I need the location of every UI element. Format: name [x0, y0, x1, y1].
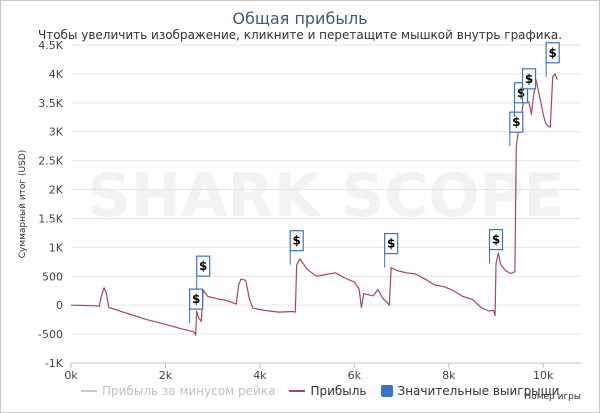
profit-series-line — [70, 73, 558, 336]
y-tick-label: 4K — [49, 68, 64, 81]
big-win-label: $ — [512, 115, 520, 129]
y-tick-label: 500 — [42, 270, 63, 283]
big-win-label: $ — [492, 233, 500, 247]
big-win-label: $ — [525, 72, 533, 86]
legend-item-profit[interactable]: Прибыль — [289, 384, 367, 398]
big-win-marker: $ — [521, 68, 537, 103]
y-tick-label: 2K — [49, 184, 64, 197]
legend-item-big-wins[interactable]: Значительные выигрыши — [380, 384, 560, 398]
x-tick-label: 2k — [159, 369, 173, 382]
x-tick-label: 10k — [533, 369, 554, 382]
y-axis-label: Суммарный итог (USD) — [18, 150, 28, 259]
chart-title: Общая прибыль — [232, 9, 368, 28]
big-win-flag — [509, 111, 524, 133]
big-win-flag — [521, 68, 537, 90]
y-tick-label: 2.5K — [38, 155, 63, 168]
big-win-marker: $ — [196, 255, 211, 291]
legend-line-icon — [289, 390, 306, 392]
legend-line-icon — [81, 390, 97, 392]
x-tick-label: 4k — [253, 369, 267, 382]
big-win-marker: $ — [509, 111, 524, 147]
big-win-label: $ — [192, 292, 200, 306]
x-axis-label: Номер игры — [524, 392, 581, 402]
y-tick-label: 3.5K — [38, 97, 63, 110]
big-win-marker: $ — [189, 288, 204, 324]
big-win-label: $ — [548, 46, 556, 60]
x-tick-label: 6k — [348, 369, 362, 382]
big-win-label: $ — [517, 86, 525, 100]
legend-box-icon — [380, 385, 393, 397]
big-win-flag — [289, 230, 304, 252]
x-tick-label: 0k — [64, 369, 78, 382]
x-tick-label: 8k — [442, 369, 456, 382]
big-win-marker: $ — [289, 230, 304, 265]
y-tick-label: 3K — [49, 126, 64, 139]
big-win-marker: $ — [545, 42, 560, 77]
big-win-flag — [488, 228, 504, 251]
big-win-flag — [545, 42, 560, 64]
legend-label: Прибыль — [310, 384, 367, 398]
legend-label: Прибыль за минусом рейка — [102, 384, 276, 398]
big-win-marker: $ — [488, 228, 504, 264]
legend-item-minus-rake[interactable]: Прибыль за минусом рейка — [81, 384, 275, 398]
big-win-flag — [196, 255, 211, 277]
legend-label: Значительные выигрыши — [397, 384, 560, 398]
big-win-flag — [384, 233, 399, 255]
big-win-label: $ — [387, 237, 395, 251]
y-tick-label: -1K — [45, 357, 64, 370]
big-win-label: $ — [199, 259, 207, 273]
big-win-marker: $ — [384, 233, 399, 268]
watermark: SHARK SCOPE — [88, 161, 565, 231]
y-tick-label: 1K — [49, 241, 64, 254]
legend: Прибыль за минусом рейка Прибыль Значите… — [81, 383, 573, 399]
y-tick-label: 0 — [56, 299, 63, 312]
big-win-flag — [189, 288, 204, 310]
y-tick-label: 4.5K — [38, 39, 63, 52]
y-tick-label: 1.5K — [38, 212, 63, 225]
chart-subtitle: Чтобы увеличить изображение, кликните и … — [37, 28, 563, 42]
y-tick-label: -500 — [38, 328, 63, 341]
big-win-label: $ — [293, 234, 301, 248]
